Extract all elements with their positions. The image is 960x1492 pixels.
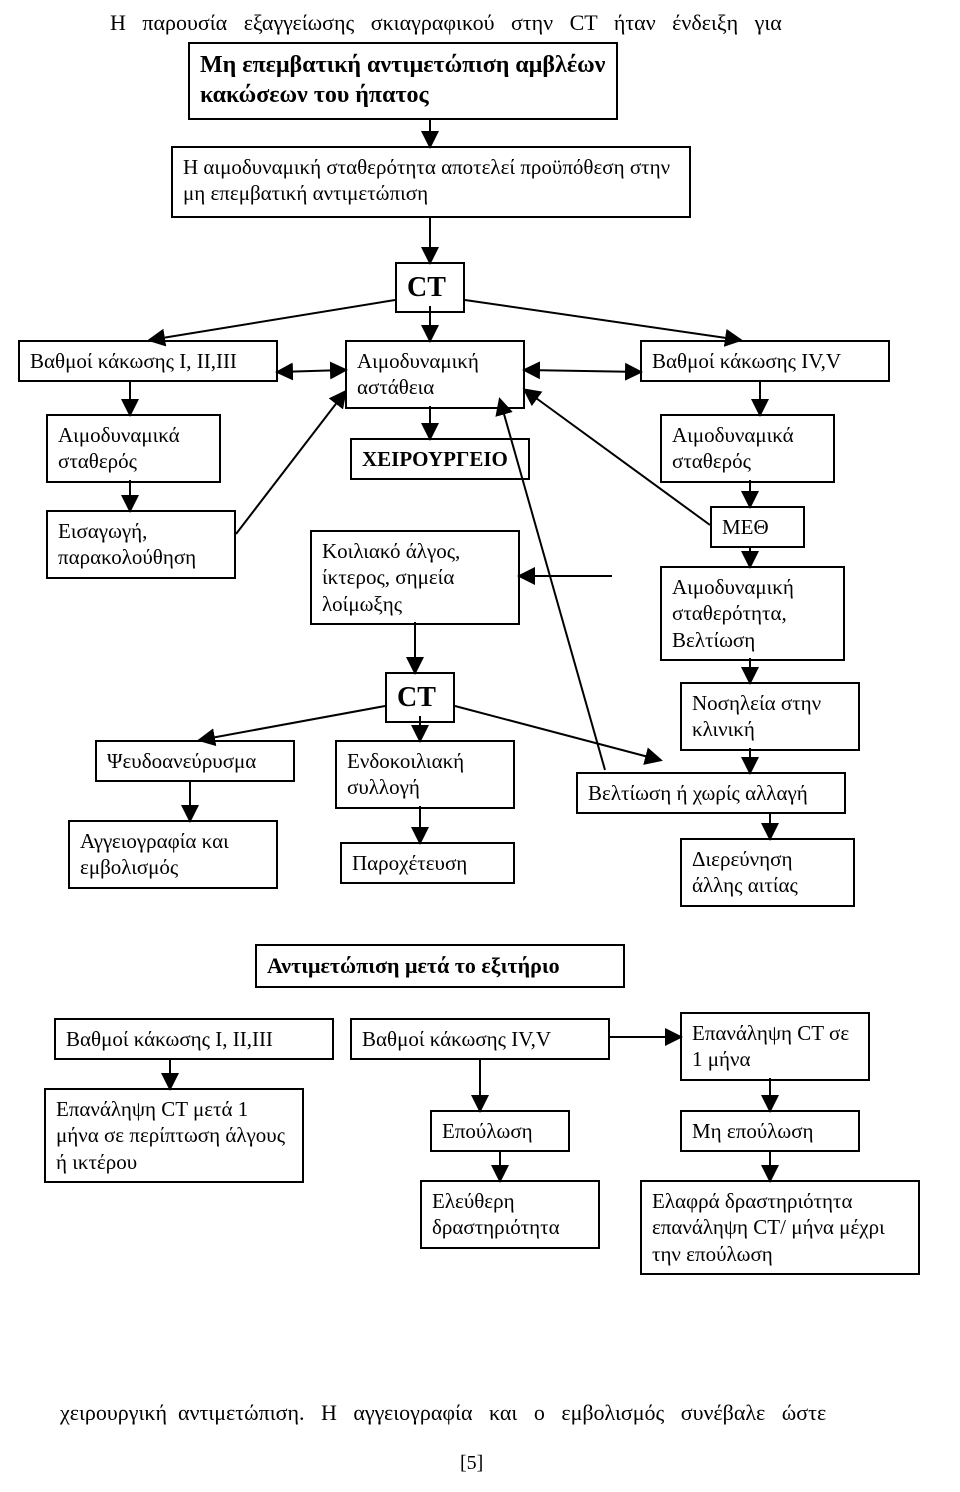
bottom-text: χειρουργική αντιμετώπιση. Η αγγειογραφία… [60, 1400, 826, 1426]
node-drain: Παροχέτευση [340, 842, 515, 884]
node-grades45: Βαθμοί κάκωσης IV,V [640, 340, 890, 382]
node-pseudo: Ψευδοανεύρυσμα [95, 740, 295, 782]
node-post_g123: Βαθμοί κάκωσης I, II,III [54, 1018, 334, 1060]
node-surgery: ΧΕΙΡΟΥΡΓΕΙΟ [350, 438, 530, 480]
node-ward: Νοσηλεία στην κλινική [680, 682, 860, 751]
node-repeat_ct: Επανάληψη CT σε 1 μήνα [680, 1012, 870, 1081]
node-icu: ΜΕΘ [710, 506, 805, 548]
node-ct2: CT [385, 672, 455, 723]
node-repeat_ct_pain: Επανάληψη CT μετά 1 μήνα σε περίπτωση άλ… [44, 1088, 304, 1183]
node-healing: Επούλωση [430, 1110, 570, 1152]
page-number: [5] [460, 1452, 483, 1475]
node-grades123: Βαθμοί κάκωσης I, II,III [18, 340, 278, 382]
node-light_act: Ελαφρά δραστηριότητα επανάληψη CT/ μήνα … [640, 1180, 920, 1275]
node-hemo_stab: Η αιμοδυναμική σταθερότητα αποτελεί προϋ… [171, 146, 691, 218]
node-improve_nochange: Βελτίωση ή χωρίς αλλαγή [576, 772, 846, 814]
node-ct1: CT [395, 262, 465, 313]
node-noheal: Μη επούλωση [680, 1110, 860, 1152]
top-text: Η παρουσία εξαγγείωσης σκιαγραφικού στην… [110, 10, 782, 36]
node-admit: Εισαγωγή, παρακολούθηση [46, 510, 236, 579]
node-angio: Αγγειογραφία και εμβολισμός [68, 820, 278, 889]
node-investigate: Διερεύνηση άλλης αιτίας [680, 838, 855, 907]
node-stab_improve: Αιμοδυναμική σταθερότητα, Βελτίωση [660, 566, 845, 661]
node-title: Μη επεμβατική αντιμετώπιση αμβλέων κακώσ… [188, 42, 618, 120]
node-abdpain: Κοιλιακό άλγος, ίκτερος, σημεία λοίμωξης [310, 530, 520, 625]
node-post_g45: Βαθμοί κάκωσης IV,V [350, 1018, 610, 1060]
node-instab: Αιμοδυναμική αστάθεια [345, 340, 525, 409]
node-hemo_stable_l: Αιμοδυναμικά σταθερός [46, 414, 221, 483]
node-post_title: Αντιμετώπιση μετά το εξιτήριο [255, 944, 625, 988]
node-free_act: Ελεύθερη δραστηριότητα [420, 1180, 600, 1249]
node-collection: Ενδοκοιλιακή συλλογή [335, 740, 515, 809]
node-hemo_stable_r: Αιμοδυναμικά σταθερός [660, 414, 835, 483]
